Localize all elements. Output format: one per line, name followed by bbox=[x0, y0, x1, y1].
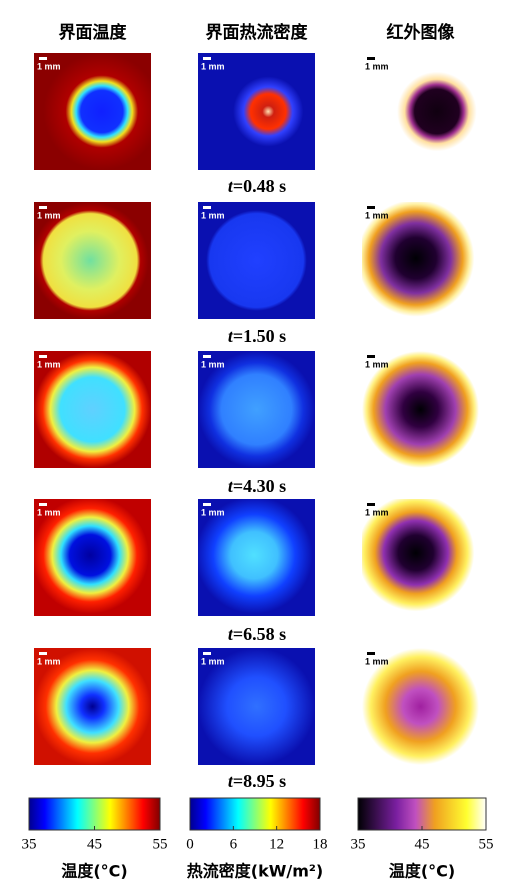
map-image bbox=[362, 499, 479, 616]
map-image bbox=[34, 202, 151, 319]
scale-label: 1 mm bbox=[201, 507, 225, 517]
scale-bar bbox=[203, 503, 211, 506]
column-header: 界面热流密度 bbox=[206, 22, 309, 43]
time-value: =4.30 s bbox=[233, 476, 286, 496]
map-image bbox=[362, 648, 479, 765]
map-image bbox=[34, 53, 151, 170]
colorbar-label: 热流密度(kW/m²) bbox=[187, 862, 323, 881]
scale-bar bbox=[39, 206, 47, 209]
scale-bar bbox=[367, 652, 375, 655]
scale-label: 1 mm bbox=[365, 359, 389, 369]
time-value: =0.48 s bbox=[233, 176, 286, 196]
time-value: =6.58 s bbox=[233, 624, 286, 644]
map-image bbox=[362, 351, 479, 468]
colorbar bbox=[28, 797, 161, 831]
time-symbol: t bbox=[228, 326, 234, 346]
map-image bbox=[198, 648, 315, 765]
colorbar-tick-label: 55 bbox=[153, 836, 168, 852]
scale-label: 1 mm bbox=[37, 61, 61, 71]
scale-label: 1 mm bbox=[365, 210, 389, 220]
column-header: 红外图像 bbox=[387, 22, 456, 43]
scale-label: 1 mm bbox=[365, 507, 389, 517]
scale-bar bbox=[39, 652, 47, 655]
time-value: =1.50 s bbox=[233, 326, 286, 346]
time-label: t=8.95 s bbox=[228, 771, 286, 791]
scale-bar bbox=[367, 57, 375, 60]
scale-label: 1 mm bbox=[37, 656, 61, 666]
colorbar bbox=[357, 797, 487, 831]
colorbar-tick-label: 0 bbox=[186, 836, 194, 852]
time-symbol: t bbox=[228, 176, 234, 196]
map-image bbox=[362, 53, 479, 170]
scale-bar bbox=[39, 503, 47, 506]
map-image bbox=[198, 351, 315, 468]
map-image bbox=[362, 202, 479, 319]
time-label: t=6.58 s bbox=[228, 624, 286, 644]
map-image bbox=[198, 202, 315, 319]
colorbar-tick-label: 35 bbox=[22, 836, 37, 852]
colorbar-tick-label: 6 bbox=[230, 836, 238, 852]
colorbar-tick-label: 18 bbox=[313, 836, 328, 852]
map-image bbox=[34, 499, 151, 616]
time-symbol: t bbox=[228, 771, 234, 791]
scale-label: 1 mm bbox=[201, 656, 225, 666]
scale-label: 1 mm bbox=[365, 61, 389, 71]
colorbar-tick-label: 55 bbox=[479, 836, 494, 852]
map-image bbox=[34, 351, 151, 468]
map-image bbox=[34, 648, 151, 765]
scale-label: 1 mm bbox=[201, 61, 225, 71]
colorbar-tick-label: 45 bbox=[415, 836, 430, 852]
colorbar-label: 温度(°C) bbox=[60, 862, 127, 881]
scale-bar bbox=[203, 57, 211, 60]
map-image bbox=[198, 499, 315, 616]
scale-bar bbox=[39, 57, 47, 60]
scale-bar bbox=[367, 355, 375, 358]
scale-bar bbox=[203, 206, 211, 209]
time-label: t=4.30 s bbox=[228, 476, 286, 496]
scale-label: 1 mm bbox=[201, 210, 225, 220]
time-label: t=0.48 s bbox=[228, 176, 286, 196]
map-image bbox=[198, 53, 315, 170]
colorbar-tick-label: 12 bbox=[269, 836, 284, 852]
scale-bar bbox=[367, 503, 375, 506]
time-label: t=1.50 s bbox=[228, 326, 286, 346]
column-header: 界面温度 bbox=[59, 22, 128, 43]
scale-bar bbox=[203, 652, 211, 655]
colorbar bbox=[189, 797, 321, 831]
time-symbol: t bbox=[228, 476, 234, 496]
scale-label: 1 mm bbox=[365, 656, 389, 666]
scale-bar bbox=[203, 355, 211, 358]
scale-label: 1 mm bbox=[37, 210, 61, 220]
time-symbol: t bbox=[228, 624, 234, 644]
colorbar-tick-label: 35 bbox=[351, 836, 366, 852]
colorbar-tick-label: 45 bbox=[87, 836, 102, 852]
scale-label: 1 mm bbox=[37, 507, 61, 517]
scale-bar bbox=[39, 355, 47, 358]
scale-bar bbox=[367, 206, 375, 209]
scale-label: 1 mm bbox=[37, 359, 61, 369]
time-value: =8.95 s bbox=[233, 771, 286, 791]
colorbar-label: 温度(°C) bbox=[388, 862, 455, 881]
scale-label: 1 mm bbox=[201, 359, 225, 369]
